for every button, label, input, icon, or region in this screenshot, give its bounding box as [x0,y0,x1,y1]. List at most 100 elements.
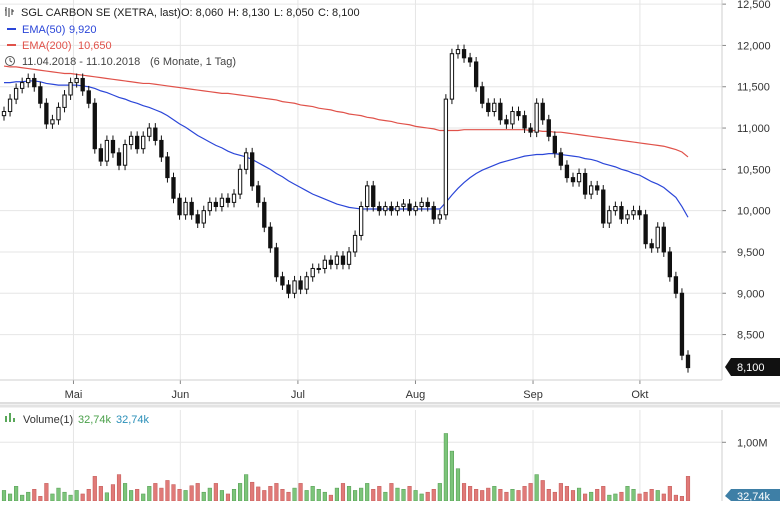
candle-body-down [425,201,430,208]
candle [250,147,255,191]
volume-bar [534,474,539,502]
volume-bar [540,480,545,502]
candle [667,247,673,282]
candle [564,160,570,183]
candle [643,209,648,249]
candle-body-up [183,201,188,216]
candle-body-down [673,276,679,294]
candle [492,98,497,117]
candle-body-up [141,135,146,150]
volume-bar [165,480,170,502]
candle [401,199,406,212]
candle-body-up [310,267,315,278]
y-tick-label: 11,500 [737,82,770,94]
candle [231,189,237,208]
candle-body-down [165,156,170,179]
volume-bar [62,491,67,502]
candle-body-down [667,251,673,278]
x-tick-label: Sep [523,389,543,401]
candle [467,52,473,67]
volume-bar [286,491,291,502]
volume-bar [395,487,400,502]
volume-bar [44,483,49,502]
candle-body-up [122,144,128,166]
volume-bar [443,433,448,502]
candle [328,255,334,270]
candle-body-down [92,102,97,150]
chart-type-icon [5,7,14,17]
volume-bar [298,483,303,502]
y-tick-label: 11,000 [737,123,770,135]
candle [346,247,352,270]
volume-bar [213,483,218,502]
candle [443,94,449,220]
candle [98,143,104,167]
volume-bar [510,489,515,502]
candle-body-down [570,177,576,183]
candle [110,135,116,158]
candle [116,147,122,171]
volume-bar [401,489,406,502]
candle [595,180,600,195]
volume-bar [274,483,279,502]
date-range-period: (6 Monate, 1 Tag) [150,56,236,68]
candle-body-up [292,280,297,294]
candle [552,131,557,158]
volume-bar [328,494,333,502]
candle-body-down [601,189,606,224]
candle-body-down [486,102,491,113]
candle [613,201,618,216]
volume-bar [631,489,636,502]
candle-body-up [128,135,134,146]
clock-icon [5,56,15,66]
volume-bar [377,486,382,502]
candle [510,106,515,129]
candle-body-up [492,102,497,113]
y-tick-label: 12,500 [737,0,771,11]
candle-body-up [413,206,418,212]
volume-bar [171,484,176,502]
candle [38,81,43,109]
instrument-title: SGL CARBON SE (XETRA, last) [21,7,181,19]
candle [80,73,85,96]
volume-bar [244,474,249,502]
candle [371,180,376,212]
volume-bar [50,493,55,502]
ema50-legend-swatch [7,28,16,30]
candle [19,77,25,94]
candle-body-down [340,255,346,265]
volume-bar [74,490,79,502]
candle-body-up [443,98,449,216]
volume-bar [7,493,13,502]
volume-bar [322,491,327,502]
candle-body-up [50,119,55,125]
candle-body-down [461,49,467,59]
candle-body-up [358,206,364,236]
candle-body-down [153,127,158,141]
candle-body-down [685,354,691,369]
candle-body-up [243,152,249,170]
candle-body-down [116,152,122,166]
x-tick-label: Mai [65,389,83,401]
candle-body-up [631,210,636,216]
candle-body-up [316,267,321,270]
candle [13,83,19,105]
candle [607,205,612,228]
volume-bar [353,490,358,502]
candle-body-down [473,61,479,88]
candle-body-down [564,164,570,179]
candle-body-down [522,115,527,129]
candle [534,98,539,138]
volume-bar [576,487,582,502]
volume-bar [455,468,461,502]
candle-body-down [546,119,551,137]
candle [637,205,642,220]
candle-body-down [371,185,376,208]
volume-bar [183,490,188,502]
volume-bar [262,490,267,502]
candle-body-down [649,243,654,249]
candle [104,135,110,167]
volume-bar [389,483,394,502]
volume-icon-bar-2 [9,413,11,422]
